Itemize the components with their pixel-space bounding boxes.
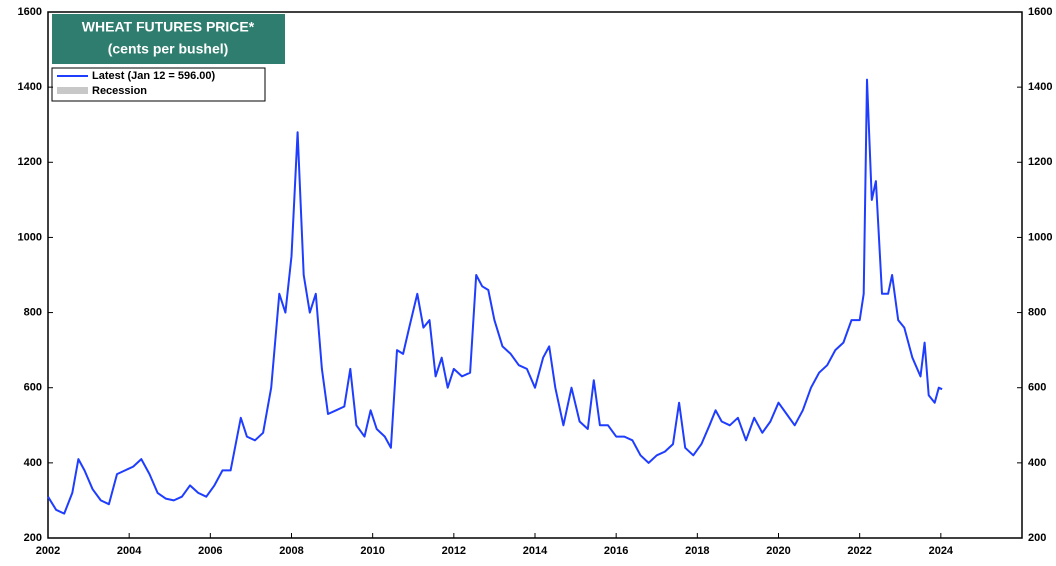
title-background xyxy=(52,14,285,64)
y2-tick-label: 1600 xyxy=(1028,6,1052,18)
x-tick-label: 2010 xyxy=(360,545,384,557)
y2-tick-label: 1200 xyxy=(1028,156,1052,168)
price-line xyxy=(47,78,943,515)
x-tick-label: 2012 xyxy=(442,545,466,557)
x-tick-label: 2018 xyxy=(685,545,709,557)
legend-label: Recession xyxy=(92,85,147,97)
legend: Latest (Jan 12 = 596.00) Recession xyxy=(51,67,266,102)
y2-tick-label: 200 xyxy=(1028,532,1046,544)
x-tick-label: 2020 xyxy=(766,545,790,557)
x-tick-label: 2024 xyxy=(929,545,954,557)
y-tick-label: 1000 xyxy=(18,231,42,243)
chart-title: WHEAT FUTURES PRICE* xyxy=(82,19,255,35)
x-tick-label: 2002 xyxy=(36,545,60,557)
legend-swatch xyxy=(57,87,88,94)
x-tick-label: 2014 xyxy=(523,545,548,557)
y2-tick-label: 400 xyxy=(1028,457,1046,469)
y-tick-label: 200 xyxy=(24,532,42,544)
y-tick-label: 1200 xyxy=(18,156,42,168)
x-tick-label: 2006 xyxy=(198,545,222,557)
y-tick-label: 1600 xyxy=(18,6,42,18)
y-tick-label: 400 xyxy=(24,457,42,469)
y2-tick-label: 1000 xyxy=(1028,231,1052,243)
y2-tick-label: 800 xyxy=(1028,306,1046,318)
x-tick-label: 2022 xyxy=(847,545,871,557)
y-tick-label: 1400 xyxy=(18,81,42,93)
title-box: WHEAT FUTURES PRICE* (cents per bushel) xyxy=(52,14,285,64)
y-tick-label: 800 xyxy=(24,306,42,318)
y-tick-label: 600 xyxy=(24,382,42,394)
y2-tick-label: 600 xyxy=(1028,382,1046,394)
x-tick-label: 2016 xyxy=(604,545,628,557)
chart-subtitle: (cents per bushel) xyxy=(108,41,229,57)
legend-label: Latest (Jan 12 = 596.00) xyxy=(92,70,216,82)
y2-tick-label: 1400 xyxy=(1028,81,1052,93)
legend-box xyxy=(51,67,266,102)
x-tick-label: 2004 xyxy=(117,545,142,557)
x-tick-label: 2008 xyxy=(279,545,303,557)
